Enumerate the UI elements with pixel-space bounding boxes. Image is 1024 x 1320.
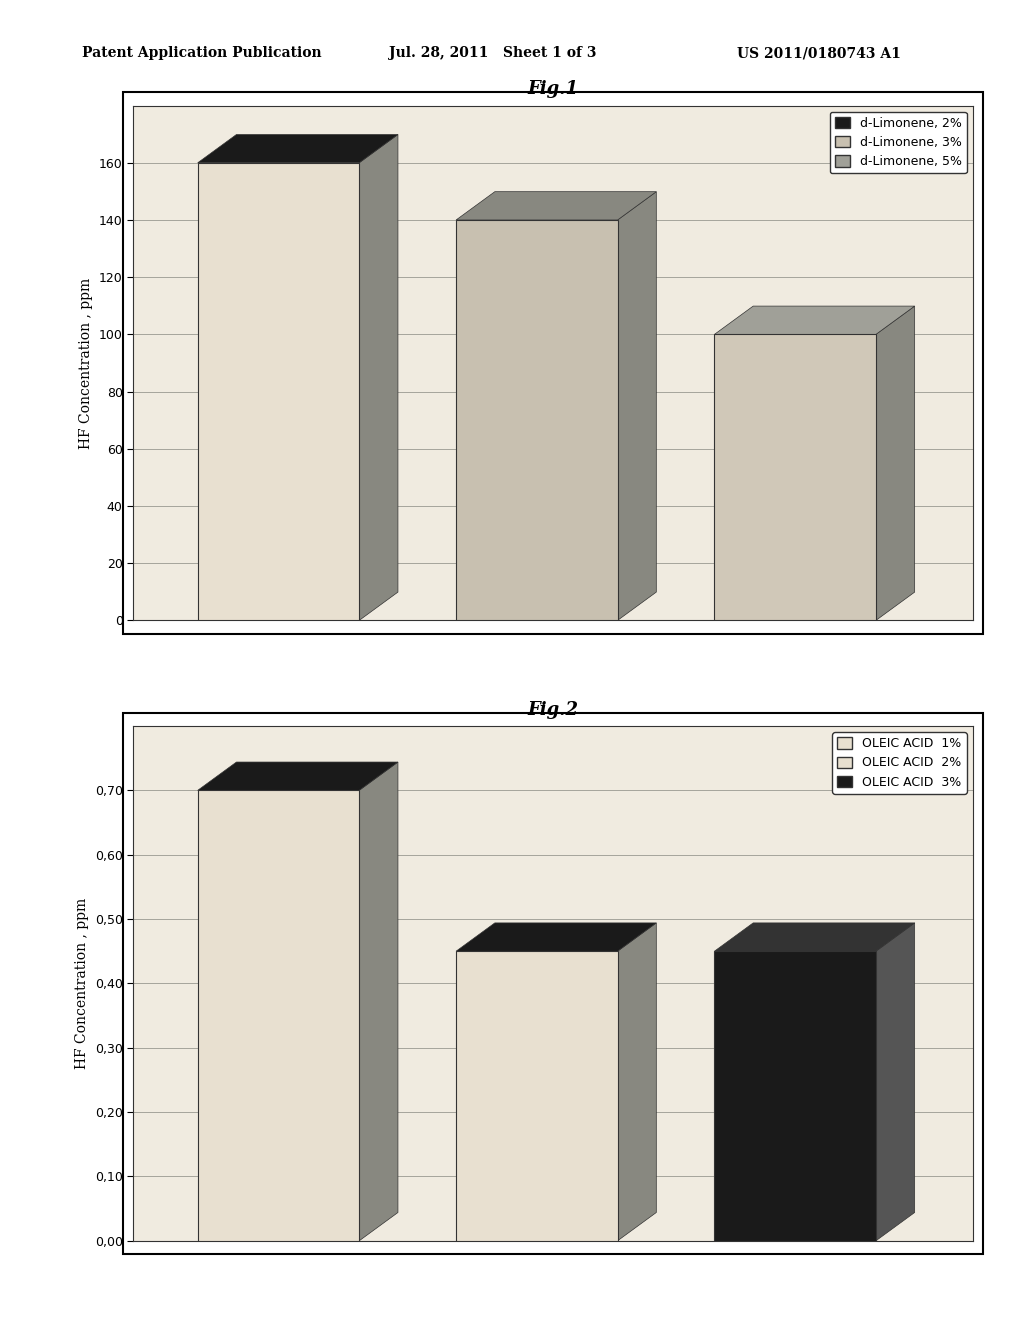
Polygon shape: [617, 191, 656, 620]
Title: Fig.1: Fig.1: [527, 81, 579, 99]
Bar: [715, 952, 876, 1241]
Bar: [715, 334, 876, 620]
Polygon shape: [876, 923, 914, 1241]
Polygon shape: [359, 135, 398, 620]
Polygon shape: [359, 762, 398, 1241]
Legend: OLEIC ACID  1%, OLEIC ACID  2%, OLEIC ACID  3%: OLEIC ACID 1%, OLEIC ACID 2%, OLEIC ACID…: [833, 733, 967, 793]
Polygon shape: [198, 762, 398, 791]
Polygon shape: [198, 135, 398, 162]
Polygon shape: [617, 923, 656, 1241]
Text: US 2011/0180743 A1: US 2011/0180743 A1: [737, 46, 901, 61]
Polygon shape: [715, 923, 914, 952]
Polygon shape: [715, 306, 914, 334]
Y-axis label: HF Concentration , ppm: HF Concentration , ppm: [79, 277, 93, 449]
Bar: [198, 791, 359, 1241]
Y-axis label: HF Concentration , ppm: HF Concentration , ppm: [75, 898, 89, 1069]
Polygon shape: [456, 923, 656, 952]
Text: Patent Application Publication: Patent Application Publication: [82, 46, 322, 61]
Bar: [456, 220, 617, 620]
Polygon shape: [876, 306, 914, 620]
Legend: d-Limonene, 2%, d-Limonene, 3%, d-Limonene, 5%: d-Limonene, 2%, d-Limonene, 3%, d-Limone…: [829, 112, 967, 173]
Polygon shape: [456, 191, 656, 220]
Bar: [456, 952, 617, 1241]
Bar: [198, 162, 359, 620]
Text: Jul. 28, 2011   Sheet 1 of 3: Jul. 28, 2011 Sheet 1 of 3: [389, 46, 597, 61]
Title: Fig.2: Fig.2: [527, 701, 579, 719]
